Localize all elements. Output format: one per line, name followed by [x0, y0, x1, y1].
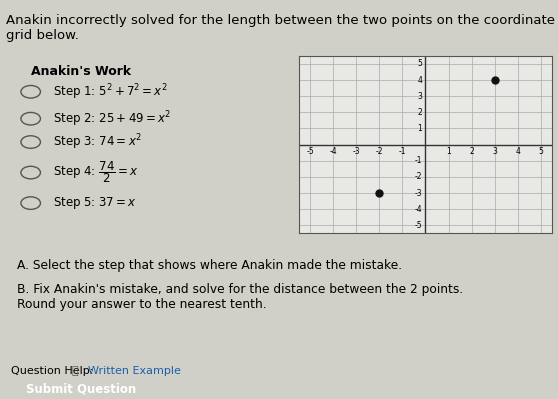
Text: Submit Question: Submit Question: [26, 383, 136, 395]
Text: -3: -3: [353, 147, 360, 156]
Text: -1: -1: [415, 156, 422, 165]
Text: 2: 2: [469, 147, 474, 156]
Text: 1: 1: [446, 147, 451, 156]
Text: A. Select the step that shows where Anakin made the mistake.: A. Select the step that shows where Anak…: [17, 259, 402, 273]
Text: -4: -4: [329, 147, 337, 156]
Text: 3: 3: [492, 147, 497, 156]
Text: -4: -4: [415, 205, 422, 214]
Text: -5: -5: [306, 147, 314, 156]
Text: 3: 3: [417, 92, 422, 101]
Text: Question Help:: Question Help:: [11, 366, 94, 376]
Text: B. Fix Anakin's mistake, and solve for the distance between the 2 points.
Round : B. Fix Anakin's mistake, and solve for t…: [17, 283, 463, 311]
Text: Step 2: $25 + 49 = x^2$: Step 2: $25 + 49 = x^2$: [53, 109, 171, 128]
Text: 4: 4: [516, 147, 520, 156]
Text: Anakin incorrectly solved for the length between the two points on the coordinat: Anakin incorrectly solved for the length…: [6, 14, 555, 42]
Text: 🗎: 🗎: [71, 366, 78, 376]
Text: 5: 5: [538, 147, 543, 156]
Text: Step 4: $\dfrac{74}{2} = x$: Step 4: $\dfrac{74}{2} = x$: [53, 160, 138, 186]
Text: -2: -2: [415, 172, 422, 182]
Text: 5: 5: [417, 59, 422, 69]
Text: Step 3: $74 = x^2$: Step 3: $74 = x^2$: [53, 132, 142, 152]
Text: Step 5: $37 = x$: Step 5: $37 = x$: [53, 195, 137, 211]
Text: -3: -3: [415, 189, 422, 198]
Text: 4: 4: [417, 75, 422, 85]
Text: -1: -1: [398, 147, 406, 156]
Text: Written Example: Written Example: [88, 366, 181, 376]
Text: 2: 2: [417, 108, 422, 117]
Text: Step 1: $5^2 + 7^2 = x^2$: Step 1: $5^2 + 7^2 = x^2$: [53, 82, 168, 102]
Text: Anakin's Work: Anakin's Work: [31, 65, 131, 78]
Text: -2: -2: [376, 147, 383, 156]
Text: 1: 1: [417, 124, 422, 133]
Text: -5: -5: [415, 221, 422, 230]
